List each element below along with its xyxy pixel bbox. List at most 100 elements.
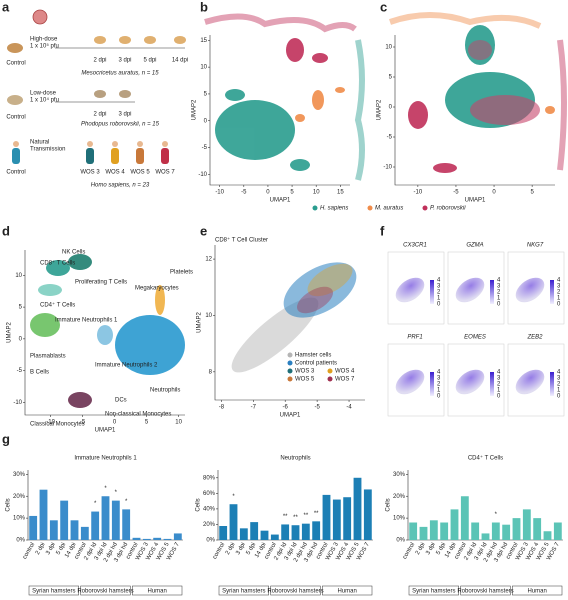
group-bracket (460, 585, 511, 596)
y-tick-label: 30% (13, 472, 26, 478)
group-bracket (132, 585, 183, 596)
bar (219, 526, 228, 540)
group-label: Human (337, 589, 356, 595)
x-axis-label: UMAP1 (465, 198, 486, 204)
x-tick-label: 2 dpi (225, 542, 237, 556)
bar (153, 537, 162, 540)
legend-swatch (327, 376, 333, 382)
control-label: Control (6, 61, 25, 67)
legend-label: Control patients (295, 361, 337, 367)
colorbar-tick-label: 4 (437, 370, 441, 376)
chart-title: CD4⁺ T Cells (468, 455, 503, 462)
dose-label: High-dose (30, 37, 58, 43)
colorbar-tick-label: 2 (557, 382, 561, 388)
x-tick-label: 10 (175, 420, 182, 426)
x-tick-label: 10 (313, 190, 320, 196)
panel-label: c (380, 0, 387, 14)
expression-cloud (455, 277, 485, 303)
colorbar-tick-label: 2 (437, 382, 441, 388)
colorbar (430, 280, 434, 304)
y-tick-label: 60% (203, 491, 216, 497)
umap-clusters-d (30, 254, 185, 408)
bar (29, 515, 38, 540)
legend-label: Hamster cells (295, 353, 331, 359)
legend-swatch (422, 205, 428, 211)
bar (533, 518, 542, 540)
expression-cloud (455, 369, 485, 395)
x-tick-label: control (402, 542, 416, 561)
y-axis-label: Cells (196, 498, 202, 511)
bar (239, 528, 248, 540)
y-tick-label: 0% (206, 538, 215, 544)
axis (209, 35, 350, 186)
colorbar-tick-label: 3 (437, 284, 441, 290)
timepoint-label: WOS 7 (155, 170, 175, 176)
bar (363, 489, 372, 540)
legend-swatch (287, 360, 293, 366)
group-label: Syrian hamsters (32, 589, 75, 595)
cluster-label: CD8⁺ T Cells (40, 260, 75, 267)
axis (394, 35, 555, 186)
colorbar-tick-label: 4 (497, 278, 501, 284)
timepoint-label: WOS 4 (105, 170, 125, 176)
bar (163, 538, 172, 540)
y-tick-label: 10 (205, 313, 212, 319)
group-label: Syrian hamsters (222, 589, 265, 595)
y-tick-label: 12 (205, 257, 212, 263)
y-tick-label: 10% (13, 516, 26, 522)
gene-title: EOMES (464, 335, 486, 341)
x-tick-label: -5 (314, 405, 320, 411)
x-tick-label: 0 (266, 190, 270, 196)
colorbar-tick-label: 1 (557, 296, 561, 302)
group-bracket (270, 585, 321, 596)
bar (250, 522, 259, 540)
legend-swatch (312, 205, 318, 211)
bar (270, 534, 279, 540)
y-tick-label: 10 (385, 45, 392, 51)
x-axis-label: UMAP1 (270, 198, 291, 204)
panel-title: CD8⁺ T Cell Cluster (215, 237, 268, 244)
panel-frame (387, 343, 445, 417)
x-tick-label: 5 dpi (436, 542, 448, 556)
colorbar-tick-label: 2 (557, 290, 561, 296)
panel-frame (387, 251, 445, 325)
x-tick-label: -10 (46, 420, 55, 426)
y-tick-label: 5 (19, 305, 23, 311)
panel-frame (507, 343, 565, 417)
cluster-label: Proliferating T Cells (75, 280, 127, 286)
y-axis-label: UMAP2 (197, 312, 203, 333)
x-tick-label: 5 dpi (56, 542, 68, 556)
significance: * (232, 494, 235, 500)
significance: * (104, 486, 107, 492)
y-tick-label: -5 (387, 135, 393, 141)
legend-label: WOS 5 (295, 377, 315, 383)
legend-label: P. roborovskii (430, 206, 466, 212)
bar (301, 523, 310, 540)
legend-swatch (287, 368, 293, 374)
y-tick-label: 5 (204, 92, 208, 98)
legend-label: H. sapiens (320, 206, 348, 212)
y-tick-label: 0 (389, 105, 393, 111)
cluster-label: Plasmablasts (30, 354, 66, 360)
y-tick-label: 20% (13, 494, 26, 500)
bar (409, 522, 418, 540)
group-bracket (80, 585, 131, 596)
cluster-label: Classical Monocytes (30, 422, 85, 428)
y-tick-label: 20% (203, 522, 216, 528)
y-tick-label: 0 (19, 336, 23, 342)
y-tick-label: 0 (204, 118, 208, 124)
bar (312, 521, 321, 540)
y-tick-label: 40% (203, 506, 216, 512)
colorbar-tick-label: 2 (437, 290, 441, 296)
colorbar (550, 372, 554, 396)
dose-label: 1 x 10⁴ pfu (30, 97, 59, 104)
bar (471, 522, 480, 540)
panel-label: d (2, 223, 10, 238)
scatter-cloud-e (231, 262, 357, 373)
control-label: Control (6, 170, 25, 176)
bar (111, 500, 120, 540)
cluster-label: NK Cells (62, 250, 85, 256)
colorbar-tick-label: 0 (557, 302, 561, 308)
